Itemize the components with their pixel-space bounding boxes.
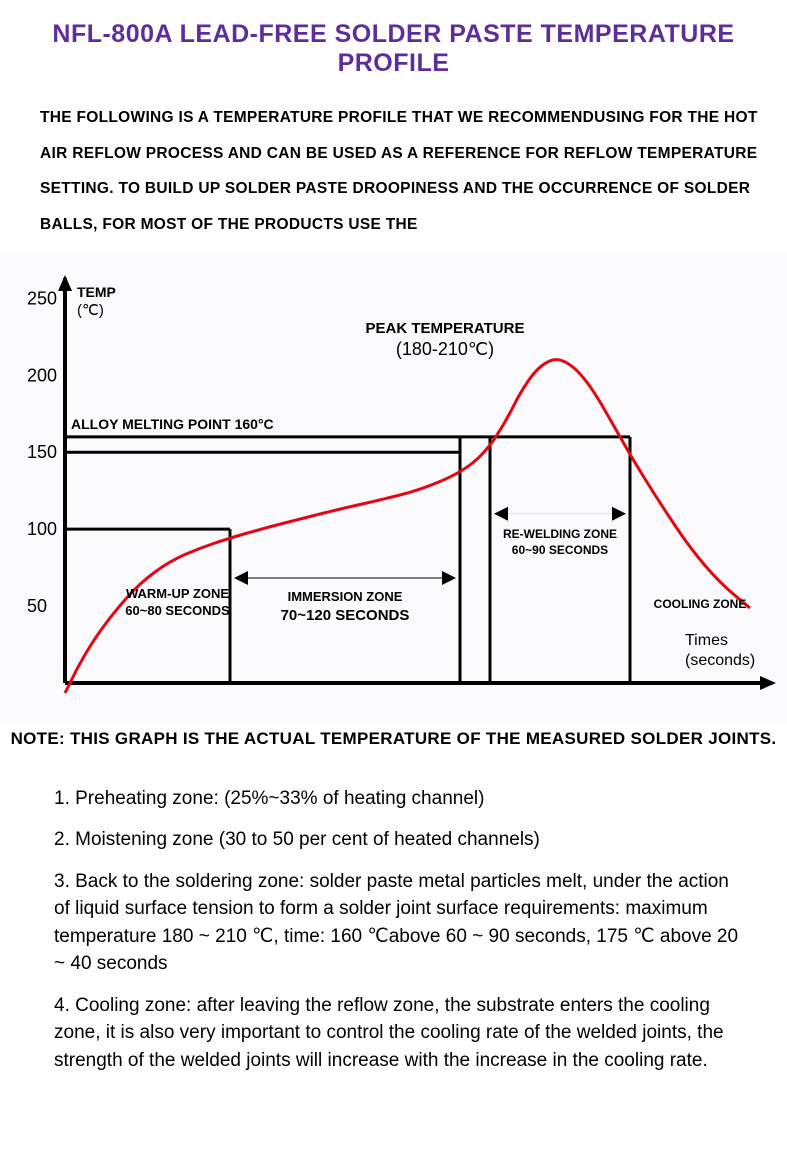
intro-paragraph: The following is a temperature profile t… (0, 100, 787, 243)
svg-text:60~90 seconds: 60~90 seconds (512, 542, 608, 556)
svg-text:(℃): (℃) (77, 302, 104, 319)
svg-text:Peak temperature: Peak temperature (366, 320, 525, 337)
chart-note: Note: This graph is the actual temperatu… (0, 729, 787, 749)
svg-text:Temp: Temp (77, 284, 116, 300)
svg-text:70~120 seconds: 70~120 seconds (281, 607, 410, 624)
svg-text:(seconds): (seconds) (685, 652, 755, 669)
svg-text:200: 200 (27, 365, 57, 385)
svg-text:(180-210℃): (180-210℃) (396, 339, 494, 359)
svg-text:150: 150 (27, 442, 57, 462)
svg-text:Cooling zone: Cooling zone (654, 597, 747, 611)
svg-text:Re-welding zone: Re-welding zone (503, 526, 617, 540)
page-title: NFL-800A Lead-Free Solder Paste Temperat… (0, 20, 787, 78)
list-item: 3. Back to the soldering zone: solder pa… (54, 868, 747, 978)
svg-text:Times: Times (685, 632, 728, 649)
svg-text:250: 250 (27, 288, 57, 308)
list-item: 4. Cooling zone: after leaving the reflo… (54, 992, 747, 1075)
svg-text:Warm-up zone: Warm-up zone (126, 586, 229, 601)
list-item: 2. Moistening zone (30 to 50 per cent of… (54, 826, 747, 854)
svg-text:Immersion zone: Immersion zone (288, 589, 403, 604)
list-item: 1. Preheating zone: (25%~33% of heating … (54, 785, 747, 813)
description-list: 1. Preheating zone: (25%~33% of heating … (0, 749, 787, 1075)
svg-text:50: 50 (27, 596, 47, 616)
temperature-profile-chart: 50 100 150 200 250 Temp (℃) Times (seconds) Alloy… (0, 253, 787, 723)
svg-text:60~80 seconds: 60~80 seconds (125, 603, 230, 618)
svg-text:100: 100 (27, 519, 57, 539)
svg-text:Alloy melting point 160°C: Alloy melting point 160°C (71, 415, 274, 431)
